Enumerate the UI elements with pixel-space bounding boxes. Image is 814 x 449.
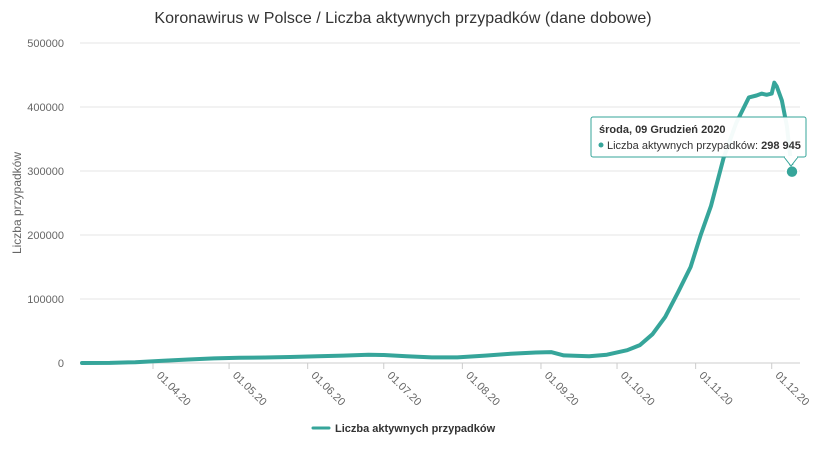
tooltip-pointer [783, 156, 799, 167]
series-line[interactable] [80, 80, 794, 365]
chart-title: Koronawirus w Polsce / Liczba aktywnych … [154, 10, 651, 27]
hover-point-marker[interactable] [785, 164, 799, 179]
x-tick-label: 01.07.20 [385, 370, 424, 409]
x-axis-ticks: 01.04.20 01.05.20 01.06.20 01.07.20 01.08.20… [152, 363, 812, 409]
x-tick-label: 01.11.20 [697, 370, 735, 408]
x-tick-label: 01.10.20 [618, 370, 657, 409]
legend-label[interactable]: Liczba aktywnych przypadków [335, 423, 496, 435]
tooltip-label: Liczba aktywnych przypadków: [607, 140, 761, 152]
tooltip-box [590, 116, 807, 158]
x-tick-label: 01.05.20 [230, 370, 269, 409]
y-axis-ticks: 0 100000 200000 300000 400000 500000 [27, 38, 64, 370]
y-tick-label: 0 [58, 358, 64, 370]
tooltip-series-dot [598, 142, 604, 148]
y-tick-label: 400000 [27, 102, 64, 114]
y-tick-label: 500000 [27, 38, 64, 50]
legend[interactable]: Liczba aktywnych przypadków [311, 423, 496, 435]
y-tick-label: 100000 [27, 294, 64, 306]
tooltip: środa, 09 Grudzień 2020 Liczba aktywnych… [590, 116, 807, 167]
x-tick-label: 01.04.20 [154, 370, 193, 409]
tooltip-text: Liczba aktywnych przypadków: 298 945 [607, 140, 801, 152]
plot-area[interactable] [80, 80, 799, 365]
y-tick-label: 200000 [27, 230, 64, 242]
x-tick-label: 01.09.20 [542, 370, 581, 409]
tooltip-date: środa, 09 Grudzień 2020 [599, 124, 726, 136]
x-tick-label: 01.12.20 [773, 370, 812, 409]
y-axis-label: Liczba przypadków [10, 152, 24, 254]
grid-lines [80, 42, 800, 364]
tooltip-value: 298 945 [761, 140, 801, 152]
y-tick-label: 300000 [27, 166, 64, 178]
x-tick-label: 01.06.20 [309, 370, 348, 409]
x-tick-label: 01.08.20 [463, 370, 502, 409]
